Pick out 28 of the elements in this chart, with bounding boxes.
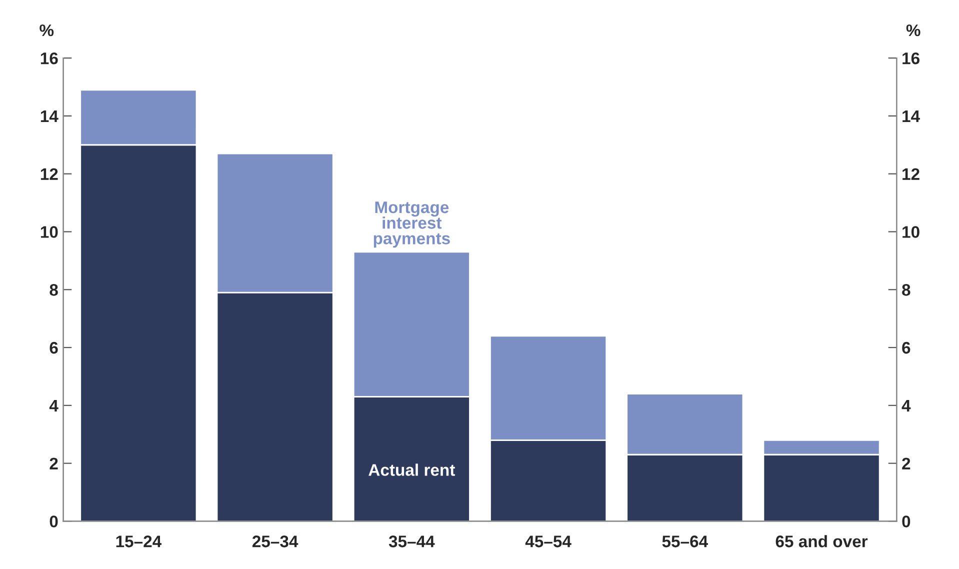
x-tick-label: 45–54	[525, 536, 572, 548]
y2-tick-label: 0	[902, 516, 910, 528]
x-tick-label: 65 and over	[776, 535, 868, 548]
y-tick-label: 12	[40, 168, 58, 180]
y-tick-label: 8	[50, 284, 58, 296]
y2-axis-title: %	[906, 24, 920, 36]
y2-tick-label: 2	[902, 458, 910, 470]
x-tick-label: 25–34	[252, 536, 298, 548]
y-tick-label: 4	[49, 400, 58, 412]
x-tick-label: 55–64	[662, 536, 708, 548]
y2-tick-label: 10	[902, 226, 920, 238]
y-tick-label: 6	[50, 342, 58, 354]
y-tick-label: 14	[40, 110, 58, 122]
y-tick-label: 10	[40, 226, 58, 238]
x-tick-label: 15–24	[116, 536, 162, 548]
y2-tick-label: 14	[902, 110, 920, 122]
y2-tick-label: 16	[902, 52, 920, 64]
y-tick-label: 0	[50, 516, 58, 528]
x-tick-label: 35–44	[388, 536, 435, 548]
y2-tick-label: 8	[902, 284, 910, 296]
y-axis-title: %	[40, 24, 54, 36]
y2-tick-label: 6	[902, 342, 910, 354]
series-label: Mortgage interest payments	[374, 202, 450, 248]
y2-tick-label: 4	[902, 400, 911, 412]
y2-tick-label: 12	[902, 168, 920, 180]
y-tick-label: 2	[50, 458, 58, 470]
series-label: Actual rent	[368, 464, 455, 476]
y-tick-label: 16	[40, 52, 58, 64]
